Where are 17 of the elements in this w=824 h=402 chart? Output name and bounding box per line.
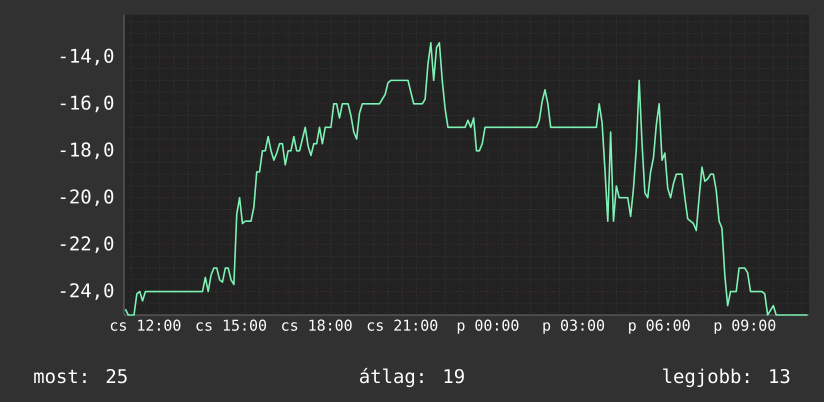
y-tick-label: -24,0 — [60, 283, 114, 300]
y-tick-label: -20,0 — [60, 189, 114, 206]
x-tick-label: p 00:00 — [458, 320, 518, 334]
y-tick-label: -18,0 — [60, 142, 114, 160]
x-tick-label: cs 21:00 — [368, 320, 438, 331]
y-tick-label: -14,0 — [60, 48, 114, 66]
text: átlag: 19 — [360, 368, 464, 388]
x-tick-label: cs 12:00 — [110, 320, 180, 331]
x-tick-label: p 06:00 — [629, 320, 690, 334]
y-tick-label: -16,0 — [60, 96, 114, 112]
x-tick-label: cs 15:00 — [196, 320, 266, 331]
x-tick-label: cs 18:00 — [282, 320, 352, 331]
x-tick-label: p 09:00 — [714, 320, 776, 334]
text: most: 25 — [34, 368, 127, 384]
y-tick-label: -22,0 — [60, 236, 114, 253]
text: legjobb: 13 — [663, 368, 790, 388]
x-tick-label: p 03:00 — [543, 320, 604, 334]
